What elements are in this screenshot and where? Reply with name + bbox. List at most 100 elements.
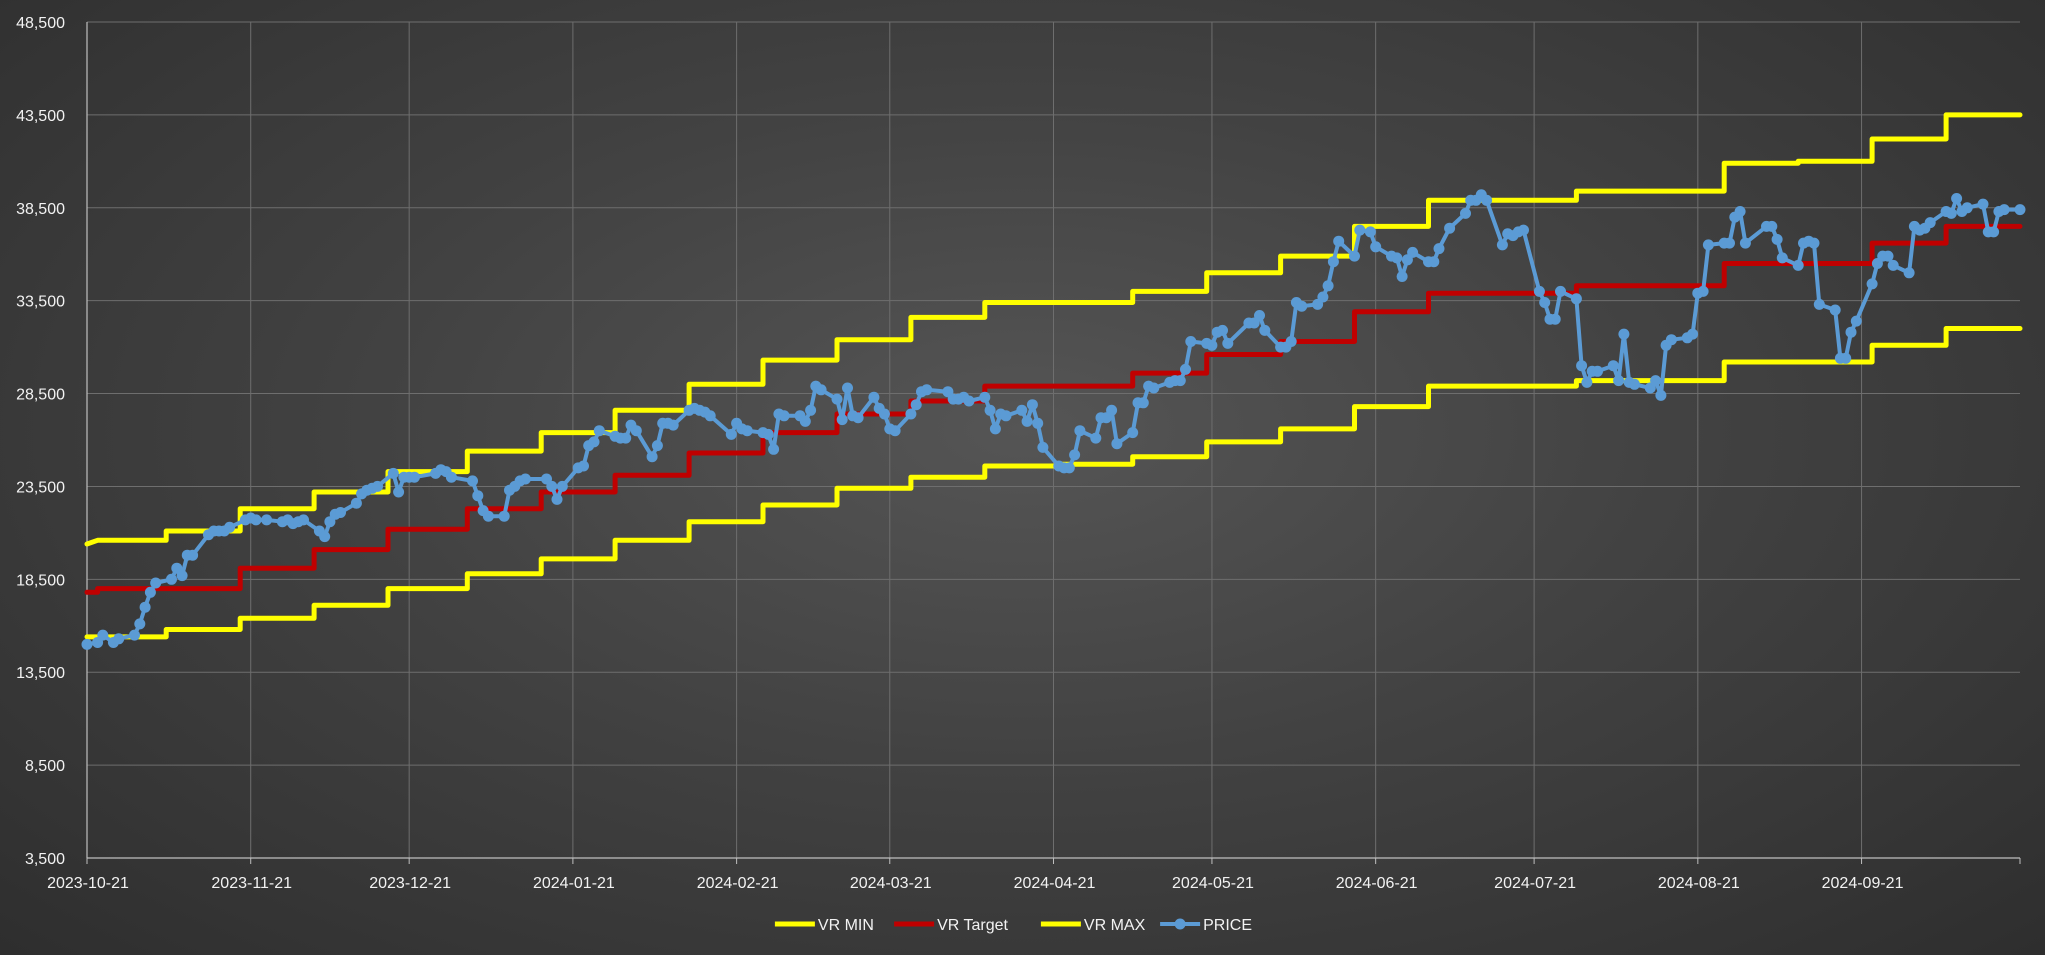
data-point [646,451,658,463]
series-line-vr-target [84,223,2023,595]
data-point [298,514,309,526]
data-point [1887,259,1899,271]
data-point [593,425,605,437]
data-point [319,531,331,543]
legend-entry-price: PRICE [1160,917,1252,934]
data-point [166,573,177,585]
data-point [445,471,457,483]
legend: VR MIN VR Target VR MAX PRICE [774,917,1252,934]
data-point [1259,324,1271,336]
y-tick-label: 48,500 [16,15,65,32]
data-point [1074,425,1086,437]
data-point [1032,417,1044,429]
data-point [1069,449,1081,461]
x-tick-label: 2023-12-21 [369,875,451,892]
data-point [1021,415,1033,427]
data-point [467,475,478,487]
x-tick-label: 2024-05-21 [1172,875,1254,892]
data-point [1137,397,1149,409]
data-point [1433,243,1445,255]
data-point [1629,378,1640,390]
axes: 3,500 8,500 13,500 18,500 23,500 28,500 33,500… [16,15,2021,892]
data-point [1776,252,1788,264]
data-point [472,490,484,502]
data-point [979,391,991,403]
data-point [588,436,600,448]
data-point [905,408,917,420]
data-point [1607,360,1619,372]
data-point [1581,376,1593,388]
data-point [910,399,922,411]
data-point [921,384,933,396]
data-point [129,629,140,641]
legend-label: VR Target [937,917,1008,934]
data-point [1734,206,1746,217]
data-point [250,514,262,526]
y-tick-label: 13,500 [16,665,65,682]
legend-entry-vr-target: VR Target [894,917,1009,934]
data-point [1951,193,1963,204]
data-point [1396,271,1408,282]
data-point [1988,226,2000,238]
data-point [1391,252,1403,264]
data-point [372,480,383,492]
y-tick-label: 18,500 [16,572,65,589]
x-tick-label: 2024-08-21 [1658,875,1740,892]
data-point [831,393,843,405]
data-point [1555,285,1566,297]
data-point [1481,194,1493,206]
data-point [498,510,510,522]
data-point [408,471,420,483]
data-point [1549,313,1561,325]
data-point [556,480,568,492]
series-line-vr-min [84,326,2023,640]
data-point [842,382,853,394]
data-point [1618,328,1630,340]
data-point [879,408,890,420]
x-tick-label: 2023-10-21 [47,875,129,892]
series-vr-target [84,223,2023,595]
data-point [1808,237,1820,249]
data-point [1697,285,1709,297]
data-point [1702,239,1714,251]
grid [87,21,2020,858]
data-point [393,486,405,498]
legend-label: PRICE [1203,917,1252,934]
data-point [805,404,817,416]
data-point [963,395,975,407]
data-point [1296,300,1308,312]
data-point [1655,389,1667,401]
data-point [1792,259,1804,271]
data-point [1866,278,1878,290]
data-point [1813,298,1825,310]
data-point [1063,462,1075,474]
data-point [1665,334,1677,346]
y-tick-label: 23,500 [16,479,65,496]
data-point [1977,198,1989,210]
data-point [2014,204,2026,216]
data-point [134,618,146,630]
data-point [630,425,642,437]
x-tick-label: 2024-09-21 [1822,875,1904,892]
y-tick-label: 28,500 [16,387,65,404]
legend-label: VR MIN [818,917,874,934]
data-point [778,410,790,422]
x-tick-label: 2024-01-21 [533,875,615,892]
data-point [1518,224,1529,236]
data-point [1496,239,1508,251]
data-point [1840,352,1852,364]
x-tick-label: 2024-04-21 [1014,875,1096,892]
data-point [762,428,774,440]
data-point [1111,438,1123,450]
y-tick-label: 3,500 [25,851,65,868]
series-price [81,189,2026,650]
data-point [1539,297,1551,308]
data-point [1592,365,1603,377]
data-point [1771,233,1783,245]
data-point [1000,410,1012,422]
data-point [150,577,162,589]
data-point [578,460,589,472]
x-tick-label: 2024-07-21 [1494,875,1576,892]
data-point [1428,256,1440,268]
